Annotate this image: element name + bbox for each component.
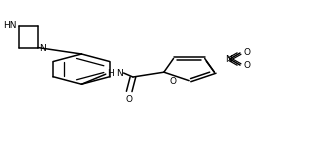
Text: N: N: [39, 44, 46, 53]
Text: N: N: [116, 69, 122, 77]
Text: N: N: [225, 55, 231, 64]
Text: O: O: [243, 48, 250, 57]
Text: O: O: [169, 77, 176, 86]
Text: HN: HN: [3, 21, 17, 30]
Text: O: O: [126, 95, 133, 104]
Text: O: O: [243, 61, 250, 70]
Text: H: H: [107, 69, 114, 77]
